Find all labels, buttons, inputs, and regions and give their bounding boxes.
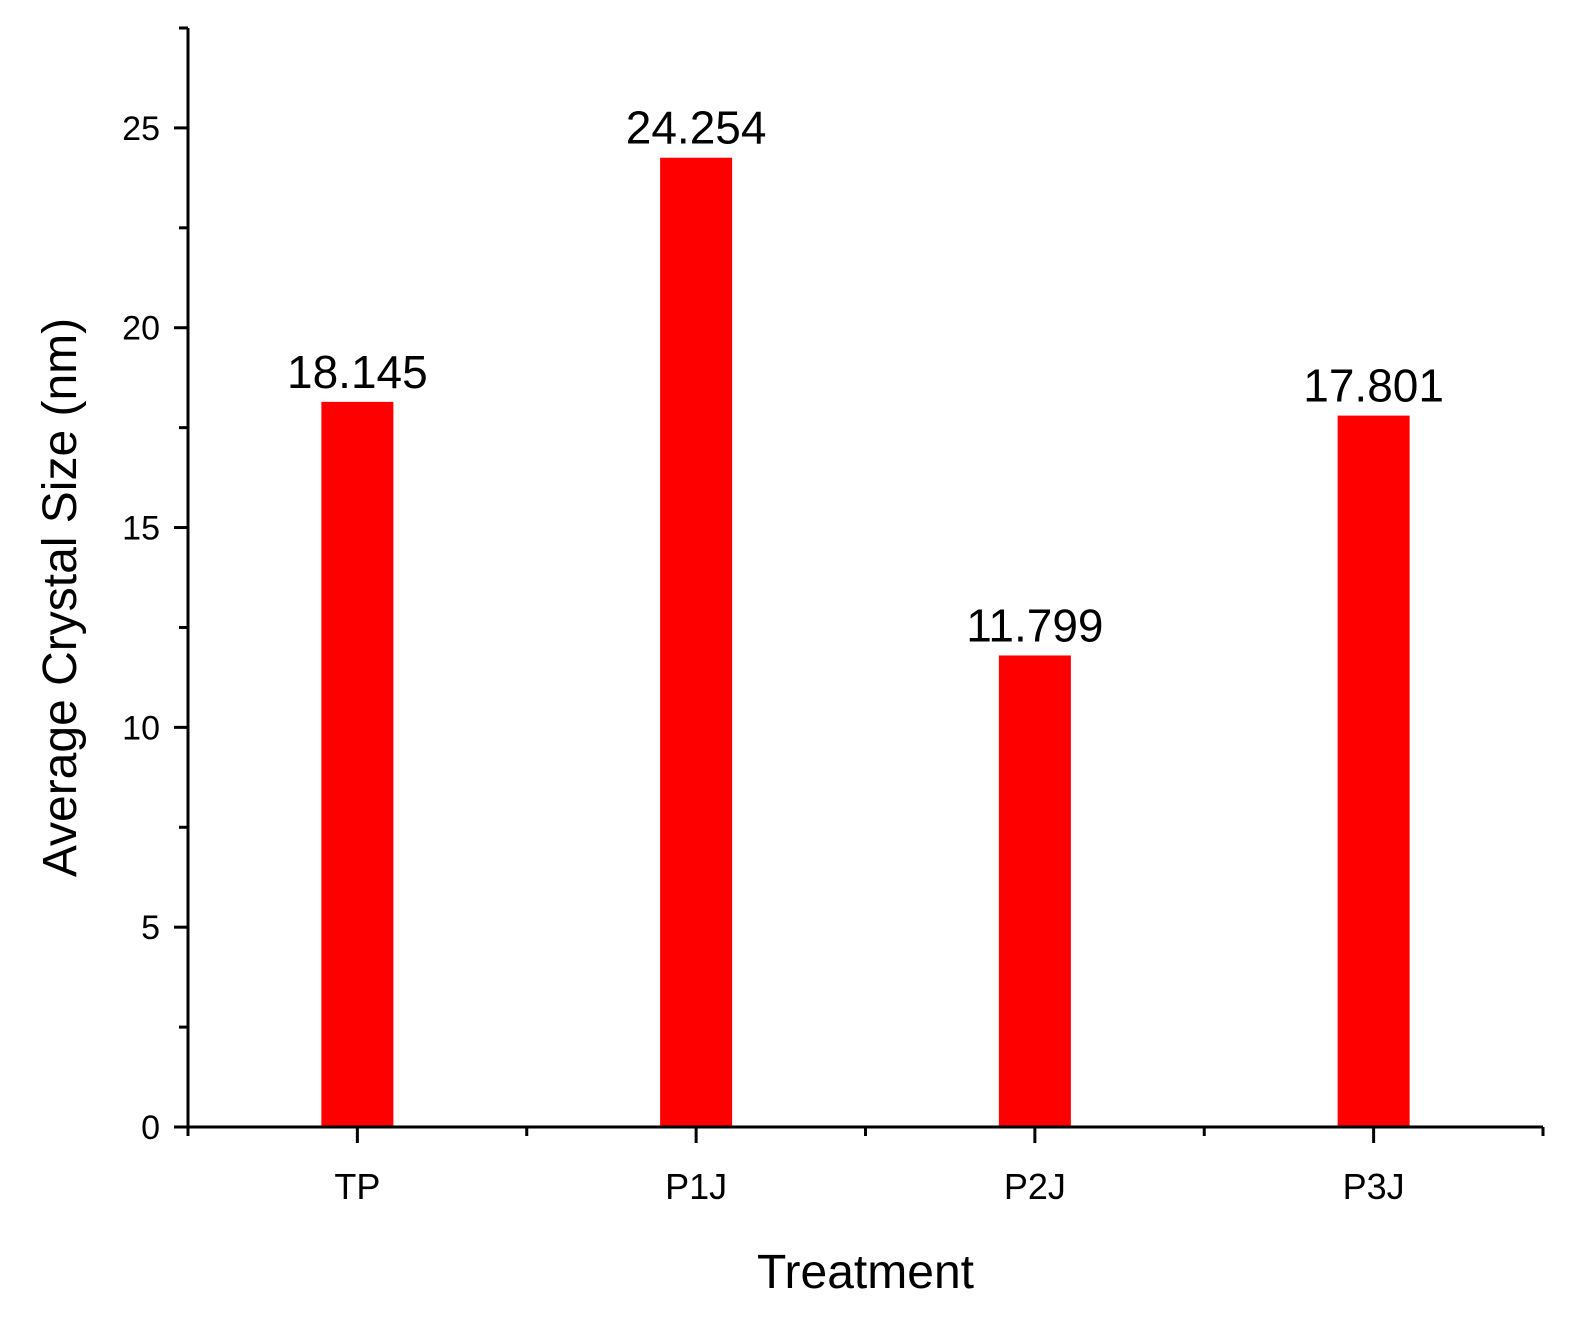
data-label-p2j: 11.799: [966, 599, 1103, 651]
y-tick-label: 15: [122, 510, 160, 548]
bar-tp: [321, 401, 394, 1127]
y-tick-label: 5: [141, 909, 160, 947]
x-tick-label: TP: [334, 1166, 380, 1207]
y-tick-label: 0: [141, 1109, 160, 1147]
x-axis-title: Treatment: [757, 1246, 974, 1299]
y-axis-title: Average Crystal Size (nm): [34, 318, 87, 877]
y-tick-label: 10: [122, 709, 160, 747]
bars-group: [321, 157, 1410, 1127]
data-label-p3j: 17.801: [1303, 360, 1444, 412]
y-ticks-group: 0 5 10 15 20 25: [122, 26, 188, 1147]
y-tick-label: 25: [122, 110, 160, 148]
x-tick-label: P3J: [1343, 1166, 1405, 1207]
data-label-tp: 18.145: [287, 346, 428, 398]
data-labels-group: 18.145 24.254 11.799 17.801: [287, 102, 1444, 652]
bar-p3j: [1337, 415, 1410, 1127]
x-tick-label: P1J: [665, 1166, 727, 1207]
y-tick-label: 20: [122, 310, 160, 348]
bar-p2j: [998, 655, 1071, 1127]
data-label-p1j: 24.254: [626, 102, 767, 154]
x-tick-label: P2J: [1004, 1166, 1066, 1207]
x-ticks-group: TP P1J P2J P3J: [186, 1127, 1545, 1207]
bar-p1j: [660, 157, 733, 1127]
